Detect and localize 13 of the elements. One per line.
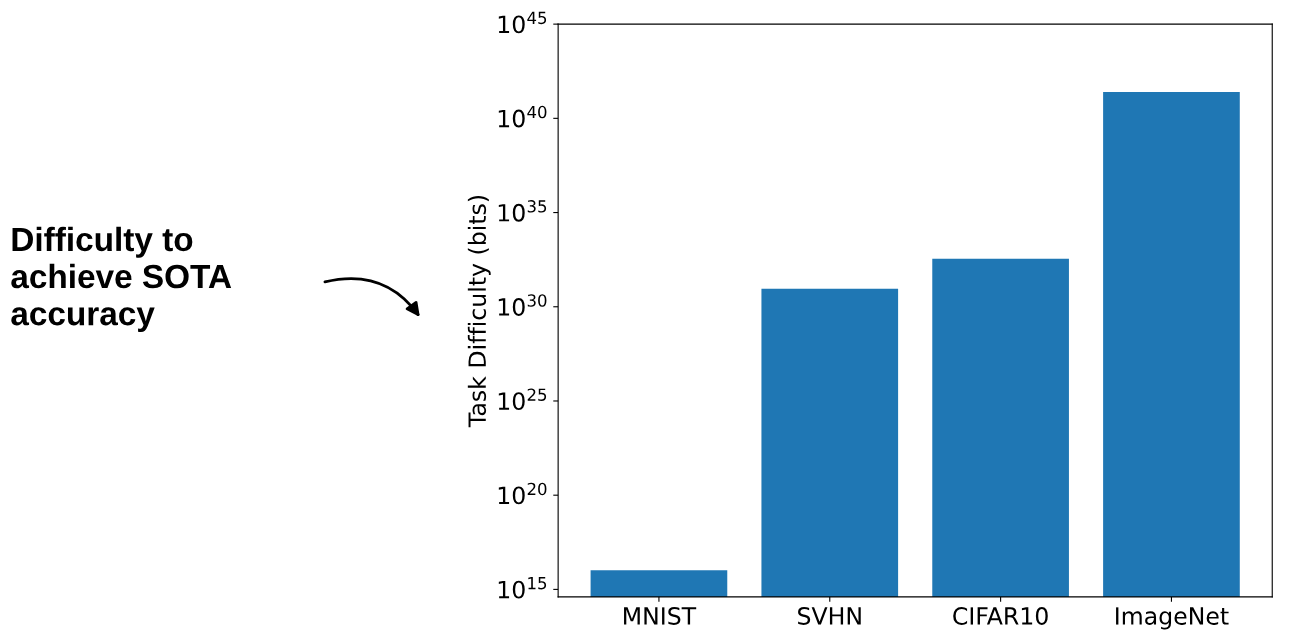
text: Difficulty to achieve SOTA accuracy xyxy=(11,226,232,333)
x-tick-label: CIFAR10 xyxy=(953,607,1048,625)
y-tick-label: 10$^{35}$ xyxy=(498,200,547,222)
y-tick-label: 10$^{45}$ xyxy=(498,11,547,34)
y-tick-label: 10$^{30}$ xyxy=(498,294,547,316)
y-tick-label: 10$^{20}$ xyxy=(498,482,547,505)
x-tick-label: ImageNet xyxy=(1116,607,1229,630)
x-tick-label: SVHN xyxy=(798,607,861,625)
y-tick-label: 10$^{25}$ xyxy=(498,388,547,411)
y-tick-label: 10$^{15}$ xyxy=(498,577,547,599)
y-tick-label: 10$^{40}$ xyxy=(498,105,547,128)
x-tick-label: MNIST xyxy=(624,607,697,625)
y-axis-title: Task Difficulty (bits) xyxy=(467,195,491,428)
